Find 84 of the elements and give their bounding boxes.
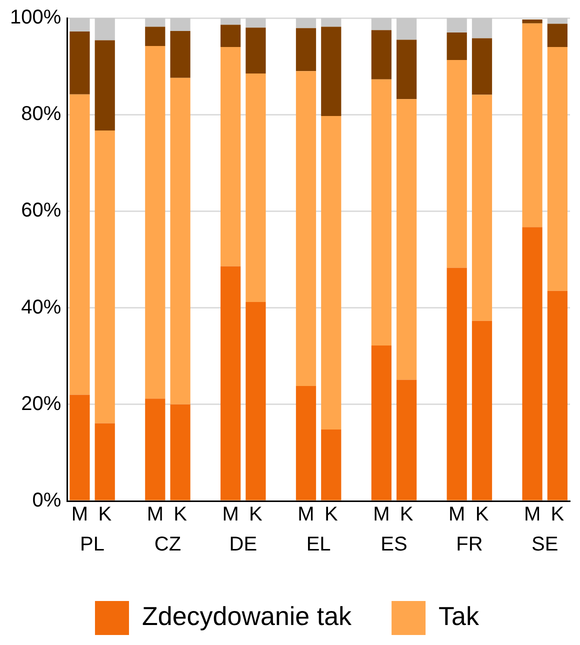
bar bbox=[220, 18, 241, 25]
bar bbox=[472, 320, 492, 500]
x-tick-label: M bbox=[373, 504, 390, 526]
bar bbox=[94, 423, 115, 500]
bar bbox=[371, 345, 392, 500]
x-tick-label: M bbox=[448, 504, 466, 526]
bar bbox=[94, 130, 115, 424]
bar bbox=[446, 32, 467, 60]
bar bbox=[396, 99, 417, 380]
bar bbox=[170, 31, 190, 78]
x-tick-label: K bbox=[400, 504, 414, 526]
bar bbox=[145, 26, 166, 46]
bar bbox=[522, 19, 542, 24]
text: CZ bbox=[154, 534, 182, 556]
bar bbox=[321, 26, 342, 116]
bar bbox=[170, 18, 190, 32]
bar bbox=[94, 40, 115, 131]
bar bbox=[472, 94, 492, 321]
bar bbox=[145, 398, 166, 500]
bar bbox=[446, 18, 467, 32]
text: EL bbox=[306, 534, 331, 556]
bar bbox=[472, 18, 492, 38]
bar bbox=[170, 404, 190, 500]
bar bbox=[321, 18, 342, 27]
bar bbox=[371, 18, 392, 30]
bar bbox=[70, 32, 90, 94]
legend-label: Tak bbox=[438, 601, 480, 632]
bar bbox=[522, 23, 542, 228]
bar bbox=[70, 18, 90, 32]
bar bbox=[94, 18, 115, 40]
y-tick-label: 40% bbox=[21, 296, 62, 318]
bar bbox=[547, 18, 568, 24]
bar bbox=[396, 18, 417, 40]
bar bbox=[547, 46, 568, 291]
x-tick-label: K bbox=[550, 504, 565, 526]
x-tick-label: K bbox=[475, 504, 490, 526]
text: FR bbox=[456, 534, 483, 556]
bar bbox=[396, 380, 417, 500]
x-tick-label: M bbox=[524, 504, 541, 526]
bar bbox=[472, 38, 492, 95]
bar bbox=[145, 46, 166, 399]
y-tick-label: 0% bbox=[32, 490, 62, 512]
bar bbox=[246, 74, 266, 302]
x-tick-label: M bbox=[71, 504, 88, 526]
bar bbox=[170, 78, 190, 404]
bar bbox=[321, 430, 342, 500]
bar bbox=[396, 40, 417, 100]
y-tick-label: 100% bbox=[10, 6, 62, 29]
bar bbox=[446, 268, 467, 500]
x-tick-label: K bbox=[174, 504, 188, 526]
bar bbox=[220, 266, 241, 500]
bar bbox=[522, 227, 542, 500]
x-tick-label: M bbox=[298, 504, 314, 526]
y-tick-label: 80% bbox=[21, 103, 62, 126]
x-tick-label: K bbox=[249, 504, 264, 526]
y-tick-label: 20% bbox=[21, 392, 62, 415]
bar bbox=[371, 79, 392, 346]
bar bbox=[296, 386, 316, 500]
y-tick-label: 60% bbox=[21, 200, 62, 222]
x-tick-label: M bbox=[222, 504, 239, 526]
bar bbox=[246, 302, 266, 500]
x-tick-label: K bbox=[324, 504, 338, 526]
bar bbox=[321, 116, 342, 430]
text: ES bbox=[380, 534, 408, 556]
bar bbox=[446, 60, 467, 268]
legend-label: Zdecydowanie tak bbox=[142, 601, 353, 632]
bar bbox=[547, 24, 568, 47]
text: PL bbox=[80, 534, 105, 556]
bar bbox=[296, 28, 316, 72]
text: DE bbox=[229, 534, 258, 556]
bar bbox=[547, 290, 568, 500]
text: SE bbox=[532, 534, 558, 556]
bar bbox=[145, 18, 166, 27]
bar bbox=[296, 71, 316, 386]
bar bbox=[246, 28, 266, 74]
x-tick-label: K bbox=[98, 504, 112, 526]
bar bbox=[296, 18, 316, 28]
bar bbox=[70, 94, 90, 395]
bar bbox=[220, 46, 241, 266]
bar bbox=[371, 30, 392, 80]
bar bbox=[246, 18, 266, 28]
bar bbox=[220, 24, 241, 47]
x-tick-label: M bbox=[146, 504, 164, 526]
bar bbox=[70, 394, 90, 500]
